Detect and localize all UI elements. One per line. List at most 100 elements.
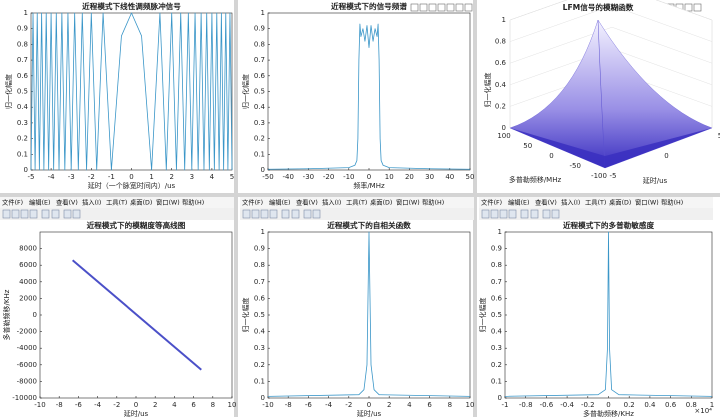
z-tick-label: 1 <box>502 16 506 24</box>
menu-item[interactable]: 桌面(D) <box>609 198 631 207</box>
chart-title: LFM信号的模糊函数 <box>563 2 634 12</box>
axes-toolbar-button[interactable] <box>437 3 446 12</box>
x-tick-label: 6 <box>191 401 196 409</box>
z-tick-label: 0.6 <box>495 59 507 67</box>
toolbar-button[interactable] <box>29 209 38 219</box>
x-axis-label: 延时（一个脉宽时间内）/us <box>88 181 176 190</box>
y-tick-label: 0.8 <box>254 261 265 269</box>
y-tick-label: 0.9 <box>17 25 28 33</box>
toolbar-button[interactable] <box>281 209 290 219</box>
menu-item[interactable]: 工具(T) <box>106 199 127 207</box>
menu-item[interactable]: 插入(I) <box>561 198 580 207</box>
menu-item[interactable]: 查看(V) <box>535 198 557 207</box>
toolbar-button[interactable] <box>251 209 260 219</box>
toolbar-button[interactable] <box>291 209 300 219</box>
menu-item[interactable]: 查看(V) <box>296 198 318 207</box>
menu-item[interactable]: 帮助(H) <box>182 198 204 207</box>
x-tick-label: 2 <box>153 401 157 409</box>
axes-toolbar-button[interactable] <box>684 3 693 12</box>
x-tick-label: 3 <box>190 173 194 181</box>
menu-item[interactable]: 插入(I) <box>322 198 341 207</box>
menu-item[interactable]: 工具(T) <box>346 199 367 207</box>
y-tick-label: 0.3 <box>17 119 28 127</box>
menu-item[interactable]: 插入(I) <box>82 198 101 207</box>
x-tick-label: -30 <box>303 173 314 181</box>
x-tick-label: 0.8 <box>686 401 697 409</box>
y-tick-label: 0.9 <box>491 245 502 253</box>
y-tick-label: 0.6 <box>491 294 503 302</box>
menu-item[interactable]: 编辑(E) <box>269 198 291 207</box>
x-tick-label: 8 <box>211 401 215 409</box>
toolbar-button[interactable] <box>51 209 60 219</box>
y-tick-label: 0.2 <box>254 135 265 143</box>
y-tick-label: 0.2 <box>491 361 502 369</box>
y-tick-label: 0.5 <box>17 88 28 96</box>
menu-bar <box>240 197 474 208</box>
axes-toolbar-button[interactable] <box>693 3 702 12</box>
series-line <box>267 23 471 170</box>
x-tick-label: 8 <box>448 401 452 409</box>
axes-toolbar-button[interactable] <box>464 3 473 12</box>
menu-item[interactable]: 窗口(W) <box>156 198 180 207</box>
x-tick-label: 50 <box>466 173 475 181</box>
x-tick-label: 30 <box>425 173 434 181</box>
toolbar-button[interactable] <box>72 209 81 219</box>
menu-item[interactable]: 文件(F) <box>242 198 263 207</box>
toolbar-button[interactable] <box>542 209 551 219</box>
y-tick-label: 0.2 <box>17 135 28 143</box>
window-separator <box>234 0 238 417</box>
menu-item[interactable]: 窗口(W) <box>396 198 420 207</box>
menu-bar <box>479 197 713 208</box>
toolbar-button[interactable] <box>499 209 508 219</box>
menu-item[interactable]: 帮助(H) <box>661 198 683 207</box>
x-exponent-label: ×10⁴ <box>694 407 712 415</box>
y-tick-label: -8000 <box>17 377 37 385</box>
toolbar-button[interactable] <box>303 209 312 219</box>
x-tick-label: 10 <box>385 173 394 181</box>
menu-item[interactable]: 桌面(D) <box>370 198 392 207</box>
menu-item[interactable]: 编辑(E) <box>508 198 530 207</box>
toolbar-button[interactable] <box>242 209 251 219</box>
y-tick-label: 0.4 <box>17 103 29 111</box>
menu-item[interactable]: 帮助(H) <box>422 198 444 207</box>
toolbar-button[interactable] <box>41 209 50 219</box>
x-tick-label: 0 <box>129 173 133 181</box>
axes-toolbar-button[interactable] <box>410 3 419 12</box>
menu-item[interactable]: 编辑(E) <box>29 198 51 207</box>
x-tick-label: -0.2 <box>581 401 595 409</box>
menu-item[interactable]: 查看(V) <box>56 198 78 207</box>
y-tick-label: 0 <box>664 152 668 160</box>
y-tick-label: 0 <box>33 311 37 319</box>
toolbar-button[interactable] <box>520 209 529 219</box>
menu-item[interactable]: 窗口(W) <box>635 198 659 207</box>
axes-toolbar-button[interactable] <box>446 3 455 12</box>
toolbar-button[interactable] <box>481 209 490 219</box>
axes-toolbar-button[interactable] <box>455 3 464 12</box>
menu-item[interactable]: 文件(F) <box>2 198 23 207</box>
toolbar-button[interactable] <box>11 209 20 219</box>
toolbar-button[interactable] <box>20 209 29 219</box>
y-tick-label: 0.4 <box>491 328 503 336</box>
axes-toolbar-button[interactable] <box>428 3 437 12</box>
x-tick-label: -0.4 <box>560 401 574 409</box>
toolbar-button[interactable] <box>530 209 539 219</box>
x-tick-label: 5 <box>230 173 234 181</box>
toolbar-button[interactable] <box>551 209 560 219</box>
x-tick-label: -1 <box>502 401 509 409</box>
x-tick-label: 50 <box>523 142 532 150</box>
axes-toolbar-button[interactable] <box>419 3 428 12</box>
toolbar-button[interactable] <box>269 209 278 219</box>
toolbar-button[interactable] <box>490 209 499 219</box>
y-tick-label: 0.1 <box>254 150 265 158</box>
toolbar-button[interactable] <box>312 209 321 219</box>
y-axis-label: 多普勒频移/KHz <box>2 289 11 340</box>
toolbar-button[interactable] <box>508 209 517 219</box>
menu-item[interactable]: 桌面(D) <box>130 198 152 207</box>
toolbar-button[interactable] <box>2 209 11 219</box>
x-tick-label: -2 <box>345 401 352 409</box>
menu-item[interactable]: 工具(T) <box>585 199 606 207</box>
x-tick-label: 2 <box>387 401 391 409</box>
toolbar-button[interactable] <box>63 209 72 219</box>
menu-item[interactable]: 文件(F) <box>481 198 502 207</box>
toolbar-button[interactable] <box>260 209 269 219</box>
